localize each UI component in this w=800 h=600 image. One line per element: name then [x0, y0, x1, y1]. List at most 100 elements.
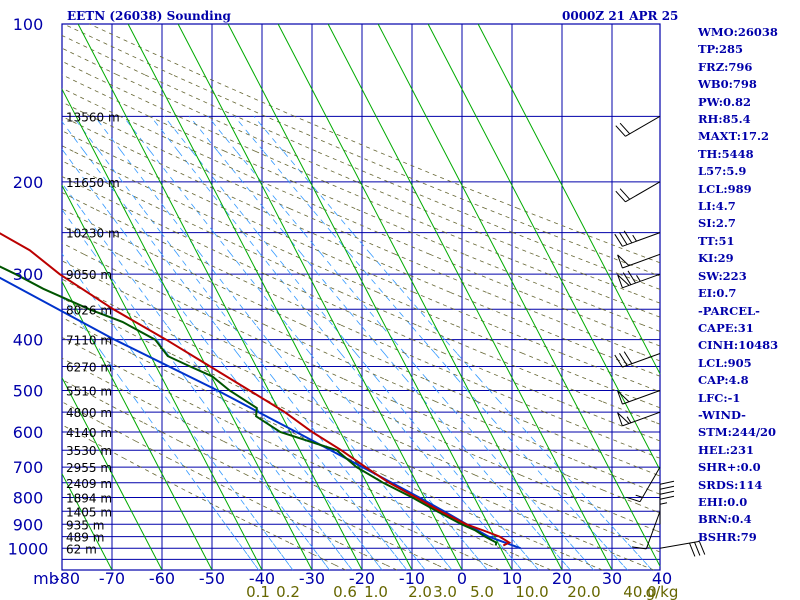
dry-adiabat-lines [61, 23, 661, 571]
dry-adiabat-line [61, 176, 661, 442]
mixing-ratio-line [61, 183, 353, 571]
index-item: PW:0.82 [698, 94, 752, 109]
temperature-tick-label: 30 [602, 569, 622, 588]
dry-adiabat-line [61, 317, 603, 571]
height-level-label: 935 m [66, 518, 104, 532]
pressure-tick-label: 200 [13, 173, 44, 192]
height-level-label: 5510 m [66, 384, 112, 398]
mixing-ratio-label: 5.0 [470, 583, 494, 600]
wind-barbs [614, 115, 706, 557]
index-item: KI:29 [698, 251, 734, 266]
height-level-label: 3530 m [66, 444, 112, 458]
pressure-tick-label: 600 [13, 423, 44, 442]
sounding-profiles [0, 232, 522, 550]
temperature-tick-label: -40 [249, 569, 275, 588]
wind-barb [614, 351, 661, 368]
wind-barb [659, 540, 706, 557]
height-level-label: 4800 m [66, 406, 112, 420]
pressure-tick-label: 900 [13, 515, 44, 534]
isotherm-line [61, 473, 113, 571]
dry-adiabat-line [61, 74, 661, 332]
isotherm-line [61, 185, 263, 571]
index-item: LCL:905 [698, 355, 752, 370]
dry-adiabat-line [61, 297, 654, 571]
temperature-tick-label: -50 [199, 569, 225, 588]
index-item: TH:5448 [698, 146, 754, 161]
index-item: WB0:798 [698, 77, 757, 92]
height-level-label: 7110 m [66, 334, 112, 348]
wind-barb [617, 253, 661, 269]
dry-adiabat-line [61, 242, 661, 514]
temperature-tick-label: -20 [349, 569, 375, 588]
dry-adiabat-line [61, 160, 661, 425]
height-level-label: 13560 m [66, 110, 120, 124]
mixing-ratio-label: 2.0 [408, 583, 432, 600]
mixing-ratio-line [122, 116, 488, 571]
height-level-label: 2409 m [66, 477, 112, 491]
temperature-tick-label: 20 [552, 569, 572, 588]
mixing-ratio-unit-label: g/kg [646, 583, 679, 600]
mixing-ratio-line [72, 116, 426, 571]
sounding-indices-panel: WMO:26038 TP:285 FRZ:796 WB0:798 PW:0.82 RH:8… [698, 24, 778, 546]
temperature-tick-label: -10 [399, 569, 425, 588]
temperature-tick-label: -80 [54, 569, 80, 588]
dry-adiabat-line [61, 424, 346, 571]
dry-adiabat-line [61, 337, 552, 571]
height-level-label: 4140 m [66, 426, 112, 440]
dry-adiabat-line [61, 47, 661, 304]
isotherm-line [61, 281, 213, 571]
index-item: HEL:231 [698, 442, 754, 457]
mixing-ratio-label: 40.0 [623, 583, 656, 600]
index-item: CAP:4.8 [698, 373, 749, 388]
index-item: SRDS:114 [698, 477, 763, 492]
dry-adiabat-line [61, 60, 661, 318]
wind-barb [615, 115, 661, 137]
mixing-ratio-line [61, 296, 260, 571]
index-item: RH:85.4 [698, 112, 751, 127]
index-item: L57:5.9 [698, 164, 747, 179]
isotherm-line [427, 23, 661, 471]
temperature-tick-label: -70 [99, 569, 125, 588]
index-item: -WIND- [698, 407, 746, 422]
pressure-tick-label: 1000 [8, 539, 49, 558]
mixing-ratio-line [253, 116, 653, 571]
index-item: TP:285 [698, 42, 744, 57]
mixing-ratio-line [150, 116, 523, 571]
isotherm-line [127, 23, 413, 571]
index-item: CAPE:31 [698, 320, 754, 335]
dry-adiabat-line [61, 101, 661, 362]
temperature-tick-label: 10 [502, 569, 522, 588]
mixing-ratio-line [61, 209, 330, 571]
temperature-tick-label: 0 [457, 569, 467, 588]
height-level-label: 1894 m [66, 491, 112, 505]
dewpoint-profile-line [0, 265, 498, 546]
index-item: STM:244/20 [698, 425, 777, 440]
dry-adiabat-line [61, 401, 398, 571]
dry-adiabat-line [61, 260, 661, 533]
temperature-tick-label: -30 [299, 569, 325, 588]
dry-adiabat-line [61, 192, 661, 459]
dry-adiabat-line [61, 145, 661, 409]
pressure-unit-label: mb [33, 569, 59, 588]
dry-adiabat-line [61, 225, 661, 495]
wind-barb [617, 390, 661, 405]
height-level-label: 489 m [66, 531, 104, 545]
height-level-label: 11650 m [66, 176, 120, 190]
pressure-tick-label: 100 [13, 15, 44, 34]
height-level-label: 2955 m [66, 461, 112, 475]
dry-adiabat-line [61, 87, 661, 347]
pressure-tick-label: 400 [13, 331, 44, 350]
chart-title: EETN (26038) Sounding [67, 9, 231, 23]
isotherm-line [61, 377, 163, 571]
chart-datetime: 0000Z 21 APR 25 [562, 9, 679, 23]
index-item: BSHR:79 [698, 529, 757, 544]
pressure-tick-label: 500 [13, 381, 44, 400]
wind-barb [617, 270, 661, 289]
mixing-ratio-label: 1.0 [364, 583, 388, 600]
index-item: LI:4.7 [698, 199, 736, 214]
mixing-ratio-line [61, 253, 294, 571]
dry-adiabat-line [61, 278, 661, 553]
isotherm-line [61, 88, 313, 571]
